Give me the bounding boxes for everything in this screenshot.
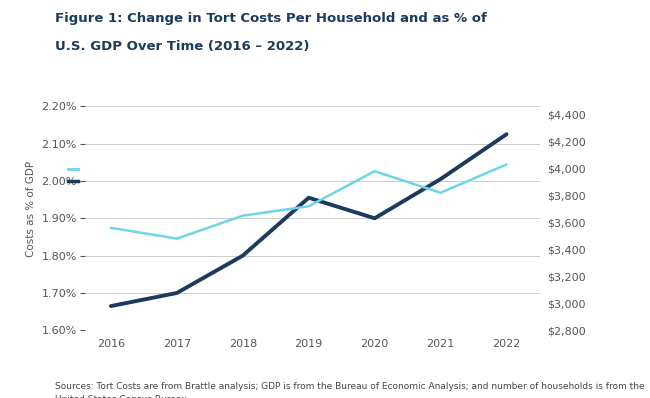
- Text: U.S. GDP Over Time (2016 – 2022): U.S. GDP Over Time (2016 – 2022): [55, 40, 310, 53]
- Text: Sources: Tort Costs are from Brattle analysis; GDP is from the Bureau of Economi: Sources: Tort Costs are from Brattle ana…: [55, 382, 645, 398]
- Text: Figure 1: Change in Tort Costs Per Household and as % of: Figure 1: Change in Tort Costs Per House…: [55, 12, 487, 25]
- Y-axis label: Costs as % of GDP: Costs as % of GDP: [26, 161, 36, 257]
